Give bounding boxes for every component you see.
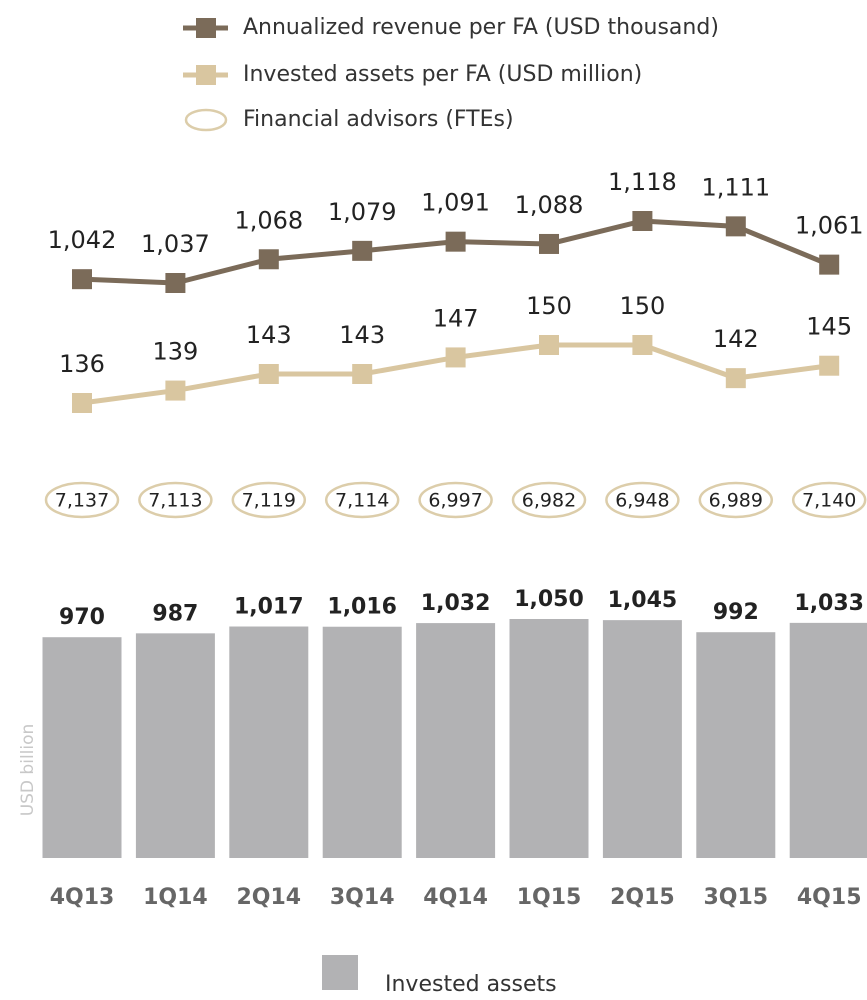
point	[258, 364, 279, 384]
data-label: 7,119	[242, 490, 296, 512]
bar	[509, 619, 589, 858]
point	[819, 355, 840, 376]
data-label: 6,997	[428, 490, 482, 512]
ellipse-marker	[418, 481, 493, 519]
bar	[135, 633, 215, 858]
ellipse-marker	[605, 481, 680, 519]
ellipse-marker	[791, 481, 867, 519]
point	[445, 347, 466, 368]
data-label: 1,050	[514, 587, 584, 612]
ellipse-marker	[511, 481, 587, 519]
legend-marker	[322, 955, 358, 990]
point	[352, 240, 373, 261]
x-tick-label: 4Q14	[423, 885, 488, 910]
bar	[416, 623, 496, 858]
x-tick-label: 1Q15	[517, 885, 582, 910]
data-label: 142	[713, 325, 759, 353]
legend-marker	[196, 18, 216, 38]
point	[72, 393, 92, 413]
point	[539, 233, 559, 254]
bar	[602, 620, 682, 858]
legend-label: Annualized revenue per FA (USD thousand)	[243, 15, 719, 40]
data-label: 992	[713, 600, 759, 625]
data-label: 150	[619, 292, 665, 320]
data-label: 1,037	[141, 230, 210, 258]
data-label: 143	[246, 321, 292, 349]
point	[632, 211, 653, 231]
data-label: 1,091	[421, 189, 490, 217]
point	[632, 335, 653, 355]
point	[165, 273, 186, 293]
legend-marker	[196, 65, 216, 85]
ellipse-marker	[138, 481, 213, 519]
data-label: 1,118	[608, 168, 677, 196]
data-label: 1,033	[794, 591, 864, 616]
x-tick-label: 4Q13	[50, 885, 115, 910]
data-label: 1,088	[515, 191, 584, 219]
bar	[42, 637, 122, 858]
x-tick-label: 3Q14	[330, 885, 395, 910]
x-tick-label: 3Q15	[703, 885, 768, 910]
data-label: 147	[433, 304, 479, 332]
ellipse-marker	[698, 481, 774, 519]
bar	[229, 626, 309, 858]
ellipse-marker	[231, 481, 307, 519]
data-label: 150	[526, 292, 572, 320]
y-axis-label: USD billion	[18, 724, 38, 817]
data-label: 136	[59, 350, 105, 378]
data-label: 1,111	[701, 173, 770, 201]
data-label: 970	[59, 605, 105, 630]
data-label: 7,140	[802, 490, 856, 512]
legend-label: Invested assets	[385, 972, 557, 997]
point	[539, 335, 559, 355]
data-label: 1,079	[328, 198, 397, 226]
bar	[696, 632, 776, 858]
ellipse-marker	[324, 481, 400, 519]
data-label: 139	[152, 338, 198, 366]
x-tick-label: 2Q15	[610, 885, 675, 910]
point	[725, 216, 746, 237]
data-label: 6,948	[615, 490, 669, 512]
data-label: 1,061	[795, 212, 864, 240]
data-label: 7,113	[148, 490, 202, 512]
bar	[789, 622, 867, 858]
legend-label: Invested assets per FA (USD million)	[243, 62, 642, 87]
x-tick-label: 4Q15	[797, 885, 862, 910]
point	[445, 231, 466, 252]
data-label: 1,016	[327, 595, 397, 620]
data-label: 1,068	[234, 206, 303, 234]
data-label: 1,045	[608, 588, 678, 613]
data-label: 6,982	[522, 490, 576, 512]
point	[165, 380, 186, 401]
data-label: 6,989	[709, 490, 763, 512]
data-label: 143	[339, 321, 385, 349]
x-tick-label: 2Q14	[236, 885, 301, 910]
point	[819, 254, 840, 275]
point	[258, 249, 279, 270]
legend-label: Financial advisors (FTEs)	[243, 107, 514, 132]
data-label: 1,032	[421, 591, 491, 616]
data-label: 1,017	[234, 595, 304, 620]
ellipse-marker	[44, 481, 120, 519]
data-label: 1,042	[48, 226, 117, 254]
point	[352, 364, 373, 384]
data-label: 987	[152, 601, 198, 626]
data-label: 145	[806, 313, 852, 341]
point	[72, 269, 92, 290]
data-label: 7,137	[55, 490, 109, 512]
x-tick-label: 1Q14	[143, 885, 208, 910]
data-label: 7,114	[335, 490, 389, 512]
point	[725, 368, 746, 389]
legend-marker	[184, 108, 228, 132]
bar	[322, 626, 402, 858]
